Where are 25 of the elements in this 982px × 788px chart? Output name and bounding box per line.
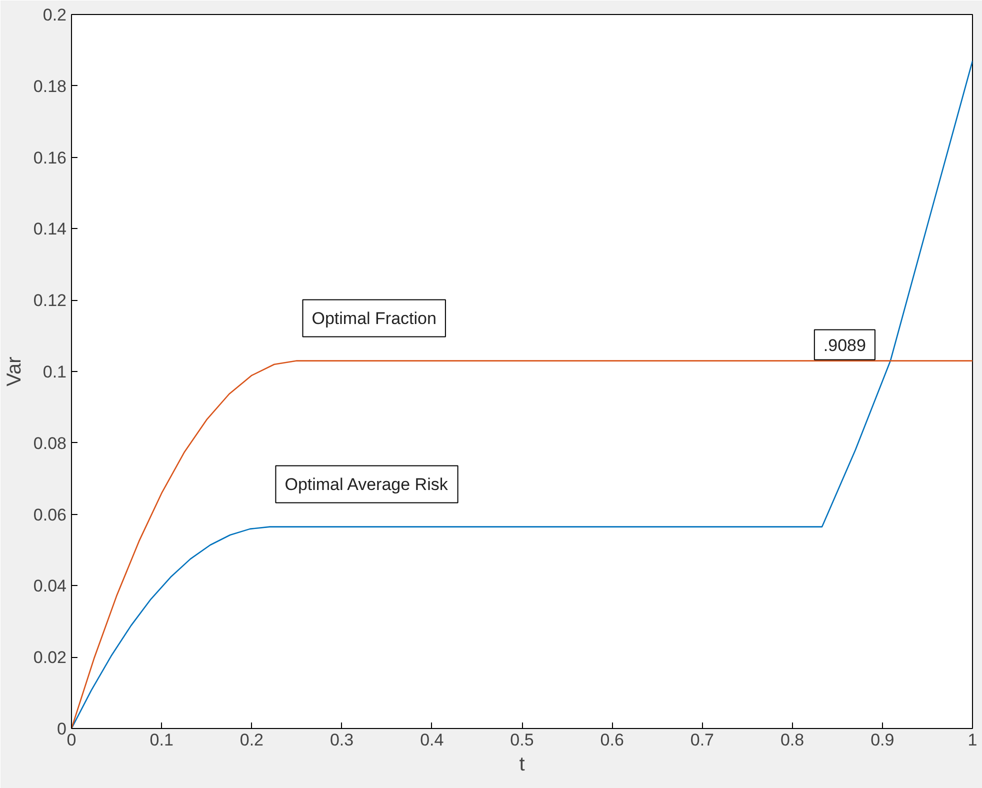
x-axis-title: t: [519, 754, 526, 776]
x-tick-label: 0.9: [870, 730, 894, 750]
x-tick-label: 0.6: [600, 730, 624, 750]
series-label: Optimal Fraction: [312, 308, 436, 328]
x-tick-label: 0.7: [690, 730, 714, 750]
y-tick-label: 0.2: [42, 6, 67, 24]
y-tick-label: 0.04: [33, 576, 67, 596]
y-tick-label: 0.18: [33, 76, 67, 96]
x-tick-label: 0.3: [330, 730, 354, 750]
x-tick-label: 0.2: [240, 730, 264, 750]
x-tick-label: 0.5: [510, 730, 534, 750]
x-tick-label: 0.8: [780, 730, 804, 750]
y-tick-label: 0.12: [33, 291, 67, 310]
y-tick-label: 0.1: [42, 362, 67, 382]
y-axis-title: Var: [3, 356, 26, 386]
y-tick-label: 0.14: [33, 220, 67, 239]
y-tick-label: 0.06: [33, 505, 67, 524]
x-tick-label: 1: [968, 730, 978, 750]
x-tick-label: 0.4: [420, 730, 444, 750]
x-tick-label: 0.1: [150, 730, 174, 750]
y-tick-label: 0.02: [33, 648, 67, 668]
y-tick-label: 0.08: [33, 434, 67, 453]
y-tick-label: 0.16: [33, 148, 67, 168]
series-label: Optimal Average Risk: [284, 474, 448, 494]
annotation: .9089: [823, 336, 866, 355]
